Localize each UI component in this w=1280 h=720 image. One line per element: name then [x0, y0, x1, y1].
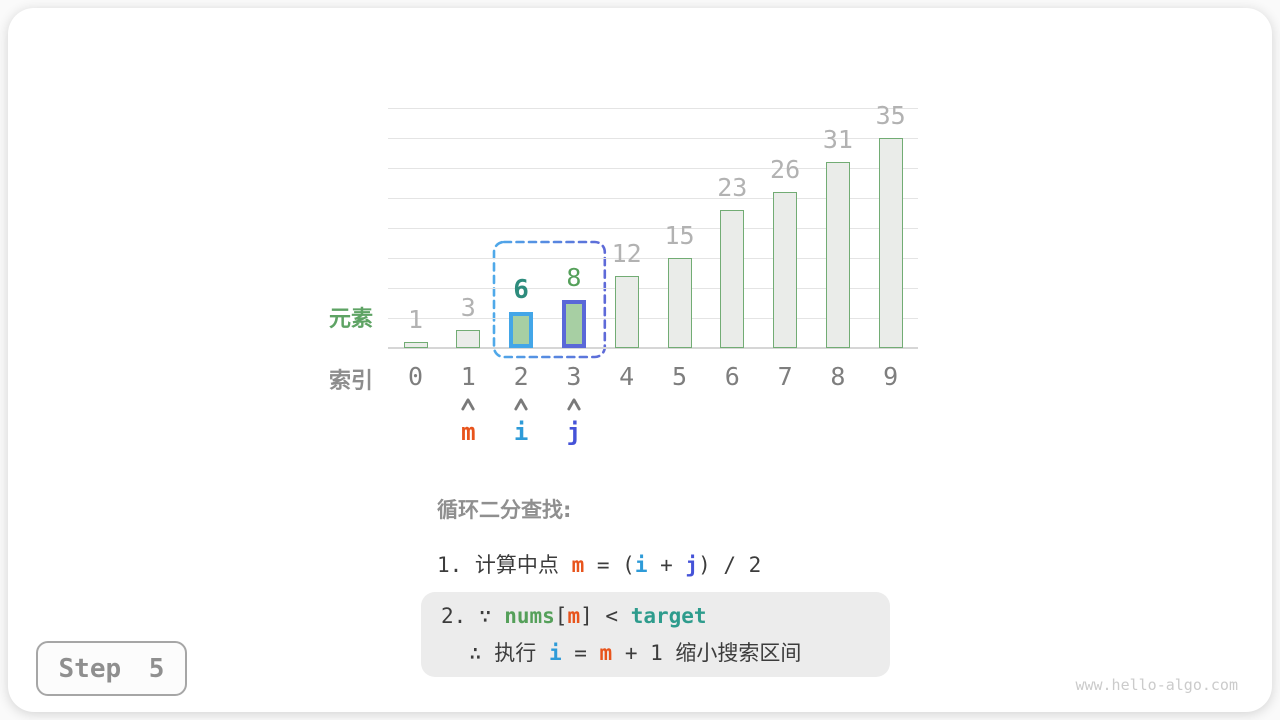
- code-token: + 1 缩小搜索区间: [612, 641, 802, 665]
- index-label: 3: [566, 362, 582, 391]
- code-token: target: [630, 604, 707, 628]
- formula-line: 1. 计算中点 m = (i + j) / 2: [437, 549, 761, 579]
- code-token: 2. ∵: [441, 604, 505, 628]
- code-token: m: [599, 641, 613, 665]
- index-label: 0: [407, 362, 424, 391]
- bar-index-2: [509, 312, 534, 348]
- gridline: [388, 318, 918, 319]
- gridline: [388, 198, 918, 199]
- index-label: 1: [460, 362, 476, 391]
- code-token: [: [554, 604, 568, 628]
- watermark: www.hello-algo.com: [1075, 676, 1238, 694]
- gridline: [388, 168, 918, 169]
- code-token: i: [634, 553, 648, 577]
- code-token: ] <: [580, 604, 631, 628]
- gridline: [388, 138, 918, 139]
- note-box: 2. ∵ nums[m] < target ∴ 执行 i = m + 1 缩小搜…: [421, 592, 890, 677]
- bar-value-label: 35: [875, 101, 906, 130]
- bar-value-label: 31: [822, 125, 853, 154]
- index-label: 9: [883, 362, 899, 391]
- bar-value-label: 1: [407, 305, 424, 334]
- bar-index-4: [614, 276, 639, 348]
- bar-index-5: [667, 258, 692, 348]
- bar-value-label: 15: [664, 221, 695, 250]
- index-label: 8: [830, 362, 846, 391]
- bar-index-6: [720, 210, 745, 348]
- code-token: +: [647, 553, 686, 577]
- note-line-1: 2. ∵ nums[m] < target: [441, 604, 707, 628]
- index-label: 5: [671, 362, 688, 391]
- bar-index-1: [456, 330, 481, 348]
- code-token: nums: [504, 604, 555, 628]
- annotation-heading: 循环二分查找:: [437, 498, 572, 522]
- code-token: ) / 2: [698, 553, 762, 577]
- up-arrow-icon: [514, 396, 528, 411]
- index-label: 4: [619, 362, 635, 391]
- bar-value-label: 23: [717, 173, 748, 202]
- gridline: [388, 258, 918, 259]
- bar-value-label: 8: [566, 263, 582, 292]
- bar-index-3: [561, 300, 586, 348]
- step-badge-label: Step 5: [58, 653, 165, 684]
- index-label: 7: [777, 362, 793, 391]
- code-token: m: [567, 604, 581, 628]
- index-label: 2: [513, 362, 529, 391]
- up-arrow-icon: [567, 396, 581, 411]
- step-badge: Step 5: [36, 641, 187, 696]
- bar-index-9: [878, 138, 903, 348]
- note-line-2: ∴ 执行 i = m + 1 缩小搜索区间: [469, 637, 801, 667]
- bar-index-0: [403, 342, 428, 348]
- up-arrow-icon: [461, 396, 475, 411]
- y-axis-label: 元素: [328, 307, 373, 332]
- code-token: = (: [584, 553, 635, 577]
- index-label: 6: [724, 362, 740, 391]
- index-axis-label: 索引: [328, 369, 373, 394]
- pointer-label-i: i: [513, 418, 529, 446]
- code-token: i: [548, 641, 562, 665]
- pointer-label-m: m: [461, 418, 476, 446]
- gridline: [388, 228, 918, 229]
- code-token: m: [571, 553, 585, 577]
- bar-index-7: [773, 192, 798, 348]
- code-token: =: [561, 641, 600, 665]
- pointer-label-j: j: [566, 418, 582, 446]
- code-token: j: [685, 553, 699, 577]
- bar-index-8: [825, 162, 850, 348]
- gridline: [388, 108, 918, 109]
- bar-value-label: 26: [770, 155, 801, 184]
- bar-value-label: 6: [513, 275, 529, 305]
- x-axis-line: [388, 347, 918, 349]
- code-token: ∴ 执行: [469, 641, 549, 665]
- gridline: [388, 288, 918, 289]
- code-token: 1. 计算中点: [437, 553, 572, 577]
- bar-value-label: 3: [460, 293, 476, 322]
- selection-box: [492, 240, 607, 359]
- bar-value-label: 12: [611, 239, 642, 268]
